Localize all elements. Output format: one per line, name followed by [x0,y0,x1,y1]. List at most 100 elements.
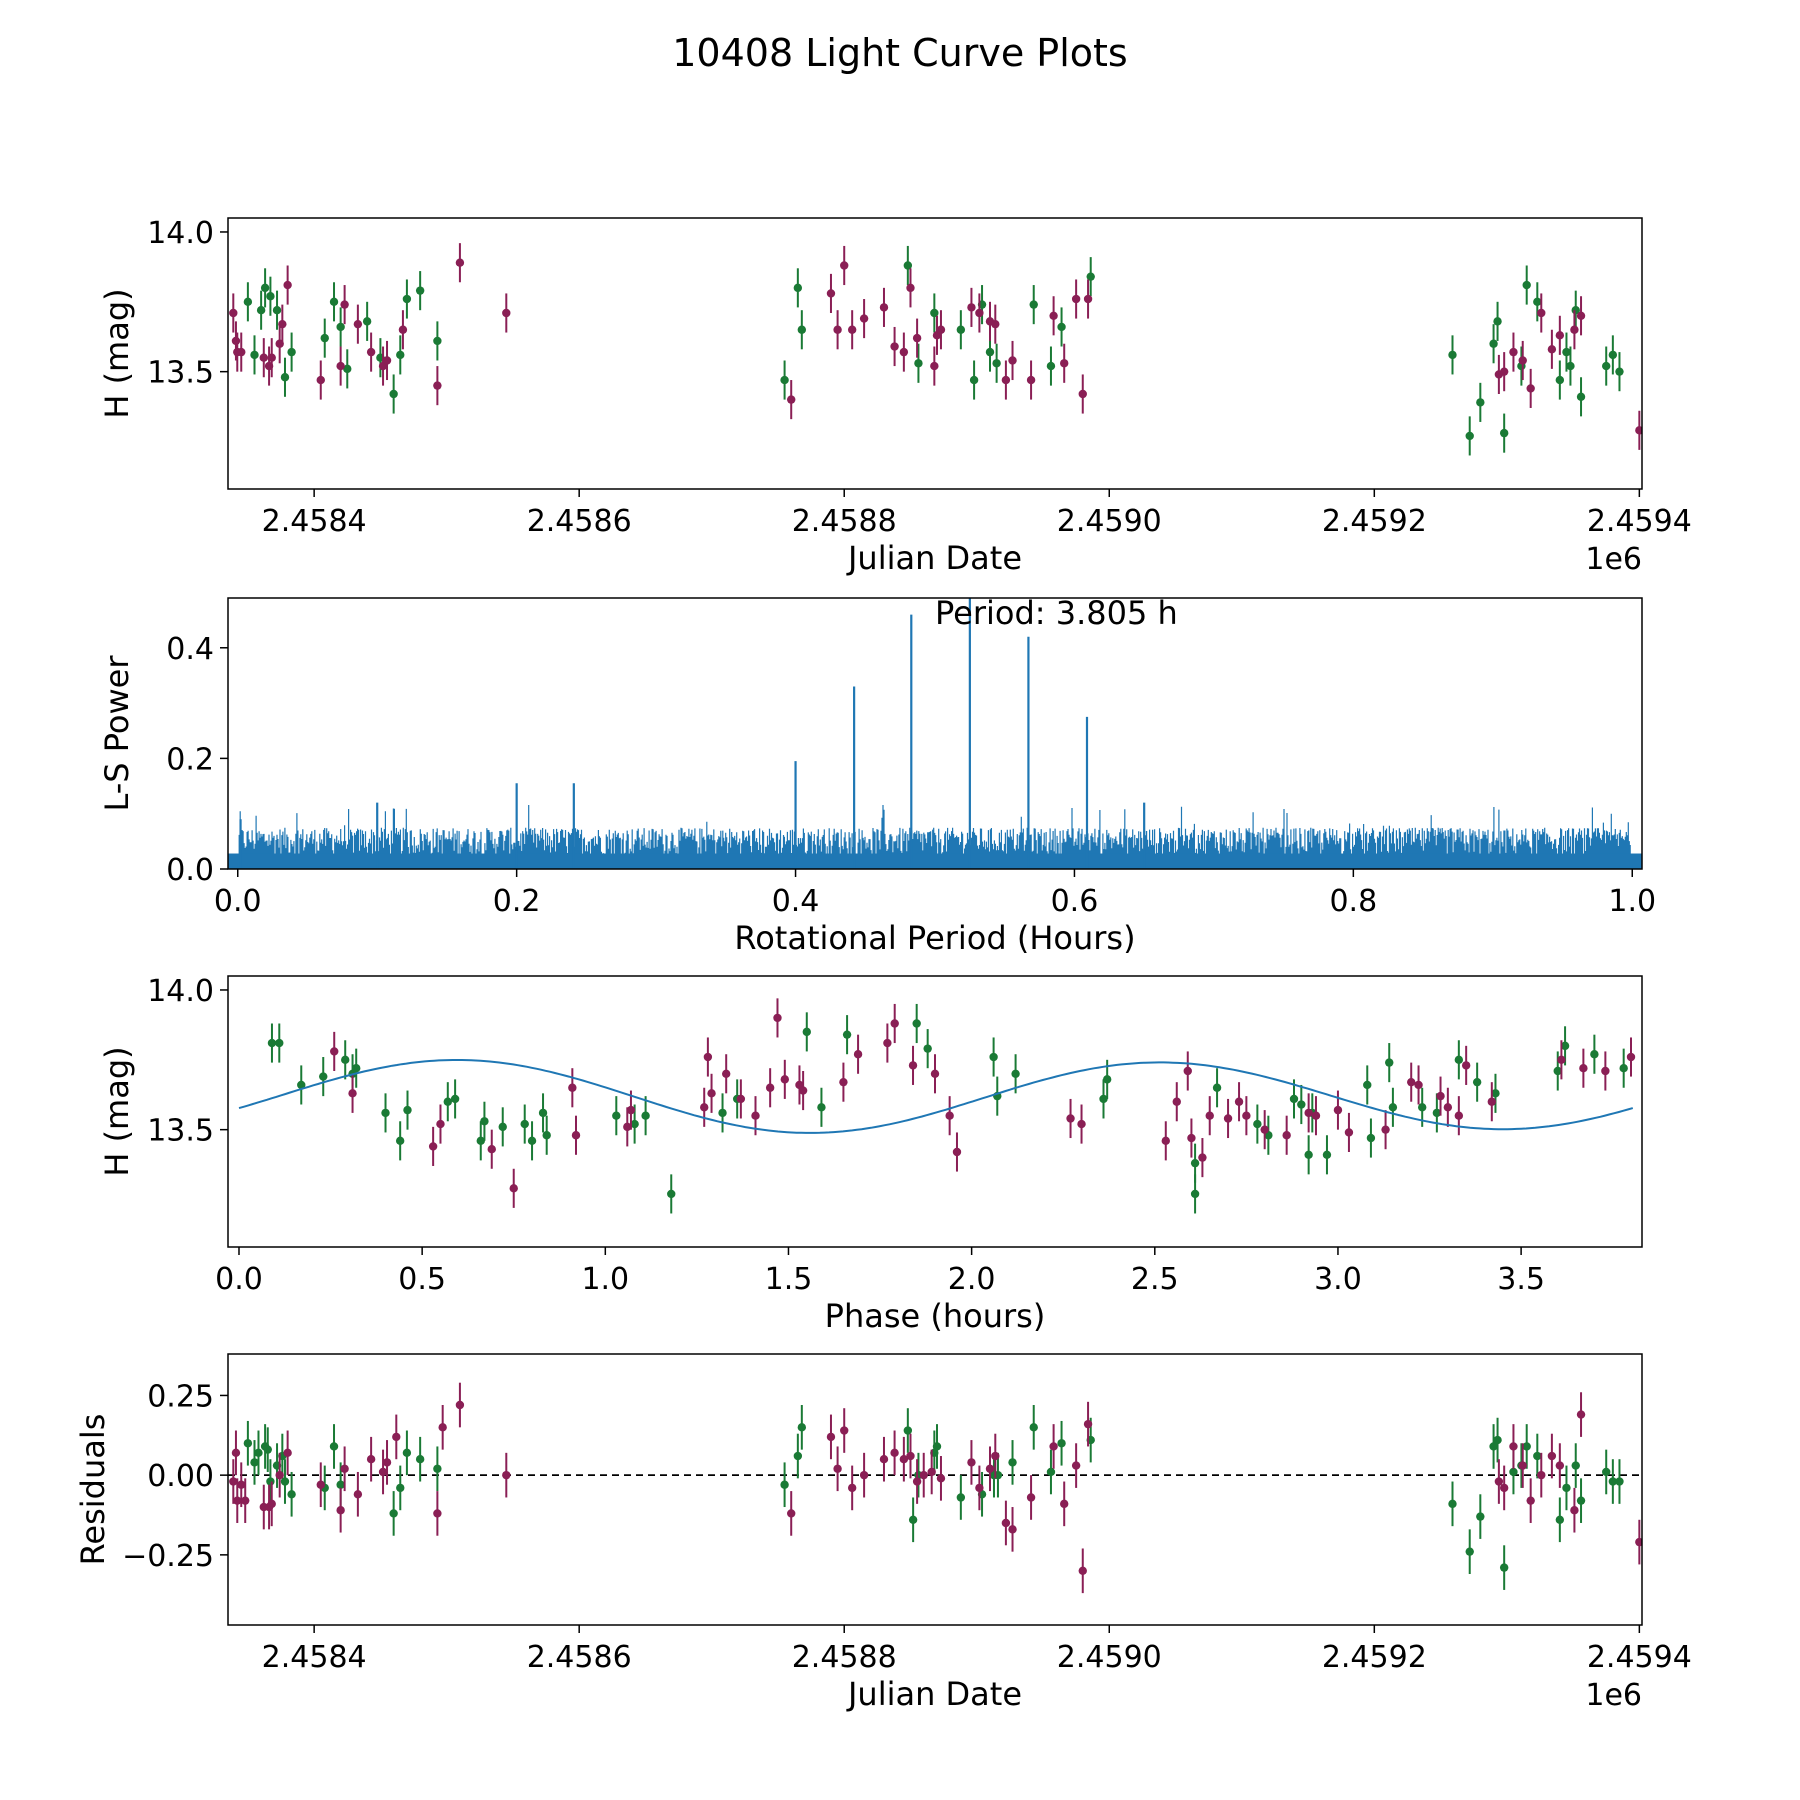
data-point [833,1464,842,1473]
data-point [1086,272,1095,281]
data-point [700,1103,709,1112]
data-point [936,325,946,334]
data-point [1537,1470,1546,1480]
data-point [278,319,287,329]
data-point [1282,1131,1291,1140]
data-point [923,1044,932,1053]
data-point [382,1458,392,1467]
data-point [1570,325,1579,334]
data-point [1102,1075,1112,1084]
data-point [1555,1515,1565,1524]
data-point [1253,1119,1262,1129]
data-point [1547,1451,1557,1461]
x-tick-label: 2.4590 [1057,504,1162,539]
data-point [538,1108,548,1118]
data-point [233,1496,242,1505]
data-point [912,333,922,343]
data-point [1060,359,1069,368]
data-point [793,1451,803,1461]
data-point [243,297,253,307]
data-point [1432,1108,1442,1118]
data-point [975,308,984,318]
data-point [266,292,275,301]
data-point [329,297,339,307]
data-point [1066,1114,1075,1123]
data-point [906,283,915,293]
period-annotation: Period: 3.805 h [935,594,1178,632]
data-point [802,1027,811,1037]
data-point [428,1142,438,1151]
data-point [1046,361,1056,371]
data-point [1608,350,1618,360]
data-points [267,998,1636,1214]
data-point [256,305,266,315]
data-point [1414,1080,1423,1090]
x-tick-label: 2.4586 [527,504,632,539]
data-point [336,361,345,371]
data-point [280,1477,290,1486]
data-point [1489,1442,1498,1451]
x-axis-label: Rotational Period (Hours) [734,919,1135,957]
data-point [1083,294,1093,304]
data-point [1518,356,1527,365]
data-points [229,243,1642,456]
y-axis-label: H (mag) [98,288,136,418]
data-point [1026,1493,1036,1502]
data-point [780,375,789,385]
data-point [231,336,241,346]
data-point [798,1086,808,1095]
data-point [927,1467,936,1477]
data-point [403,1105,412,1115]
data-point [1183,1066,1192,1076]
data-point [1205,1111,1214,1120]
data-point [395,1136,405,1146]
data-point [487,1145,496,1154]
data-point [1489,339,1498,348]
data-point [436,1119,445,1129]
data-point [985,1464,995,1473]
data-point [879,1455,889,1464]
data-point [280,373,290,382]
data-point [817,1103,826,1112]
data-point [443,1097,452,1106]
data-point [1476,398,1485,407]
data-point [912,1019,921,1028]
y-axis-label: L-S Power [98,655,136,812]
data-point [1602,361,1611,371]
x-tick-label: 2.0 [948,1262,996,1297]
data-point [641,1111,650,1120]
data-point [352,1063,361,1073]
y-tick-label: 0.25 [147,1379,214,1414]
data-points [229,1382,1642,1594]
data-point [392,1432,401,1442]
data-point [1388,1103,1398,1112]
data-point [266,1477,275,1486]
axes-frame [227,1353,1643,1626]
data-point [879,303,889,312]
data-point [1260,1125,1269,1134]
data-point [1083,1419,1093,1429]
data-point [520,1119,529,1129]
data-point [250,350,259,360]
data-point [1049,311,1058,320]
data-point [1448,350,1457,360]
data-point [630,1119,639,1129]
data-point [1590,1050,1599,1059]
data-point [237,347,246,357]
data-point [703,1052,713,1062]
data-point [455,258,465,267]
data-point [1472,1077,1482,1087]
data-point [1077,1119,1086,1129]
data-point [765,1083,775,1092]
data-point [402,294,412,304]
axes-frame [227,597,1643,870]
data-point [842,1030,852,1039]
data-point [1608,1477,1618,1486]
data-point [542,1131,551,1140]
data-point [903,261,913,270]
data-point [932,1442,942,1451]
x-tick-label: 0.6 [1051,884,1099,919]
data-point [908,1515,918,1524]
fit-curve [238,1059,1634,1134]
data-point [1366,1133,1376,1143]
